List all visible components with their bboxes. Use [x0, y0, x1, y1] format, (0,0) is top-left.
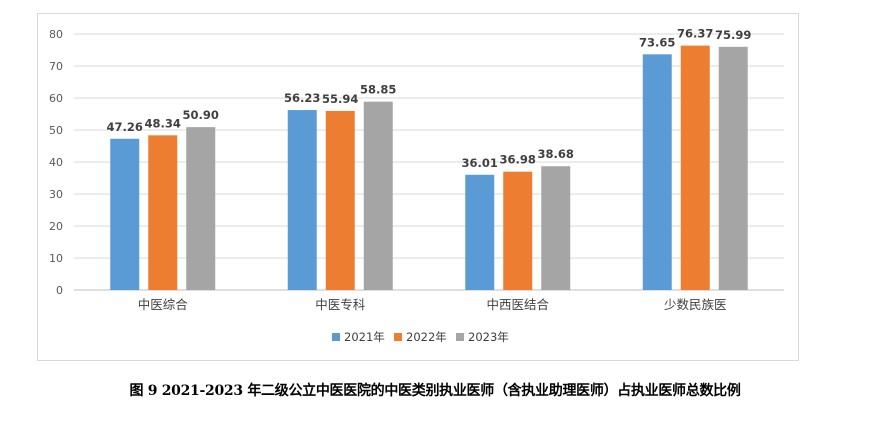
- data-label: 58.85: [360, 83, 396, 97]
- legend-swatch: [332, 333, 340, 341]
- y-tick-label: 70: [49, 60, 63, 73]
- x-tick-label: 中医综合: [138, 297, 189, 312]
- data-label: 76.37: [677, 27, 713, 41]
- data-label: 48.34: [145, 116, 181, 130]
- data-label: 38.68: [538, 147, 574, 161]
- data-label: 55.94: [322, 92, 358, 106]
- legend-swatch: [456, 333, 464, 341]
- figure-caption: 图 9 2021-2023 年二级公立中医医院的中医类别执业医师（含执业助理医师…: [129, 383, 741, 399]
- bar: [148, 135, 178, 290]
- bar: [718, 46, 748, 290]
- y-tick-label: 20: [49, 220, 63, 233]
- legend-label: 2023年: [468, 330, 509, 344]
- bar: [363, 101, 393, 291]
- bar: [642, 54, 672, 290]
- x-tick-label: 少数民族医: [664, 297, 727, 312]
- y-tick-label: 10: [49, 252, 63, 265]
- x-tick-label: 中医专科: [315, 297, 366, 312]
- bar: [503, 171, 533, 290]
- bar: [287, 110, 317, 291]
- legend-swatch: [394, 333, 402, 341]
- y-tick-label: 30: [49, 188, 63, 201]
- data-label: 47.26: [107, 120, 143, 134]
- data-label: 36.01: [462, 156, 498, 170]
- data-label: 36.98: [500, 153, 536, 167]
- legend-label: 2022年: [406, 330, 447, 344]
- bar: [465, 174, 495, 290]
- bar: [325, 110, 355, 290]
- x-tick-label: 中西医结合: [486, 297, 549, 312]
- data-label: 50.90: [183, 108, 219, 122]
- y-tick-label: 80: [49, 28, 63, 41]
- y-tick-label: 60: [49, 92, 63, 105]
- bar: [680, 45, 710, 291]
- data-label: 75.99: [715, 28, 751, 42]
- legend-label: 2021年: [344, 330, 385, 344]
- y-tick-label: 40: [49, 156, 63, 169]
- bar: [110, 138, 140, 290]
- bar: [541, 166, 571, 290]
- bar: [186, 127, 216, 291]
- y-tick-label: 50: [49, 124, 63, 137]
- y-tick-label: 0: [56, 284, 63, 297]
- data-label: 73.65: [639, 35, 675, 49]
- data-label: 56.23: [284, 91, 320, 105]
